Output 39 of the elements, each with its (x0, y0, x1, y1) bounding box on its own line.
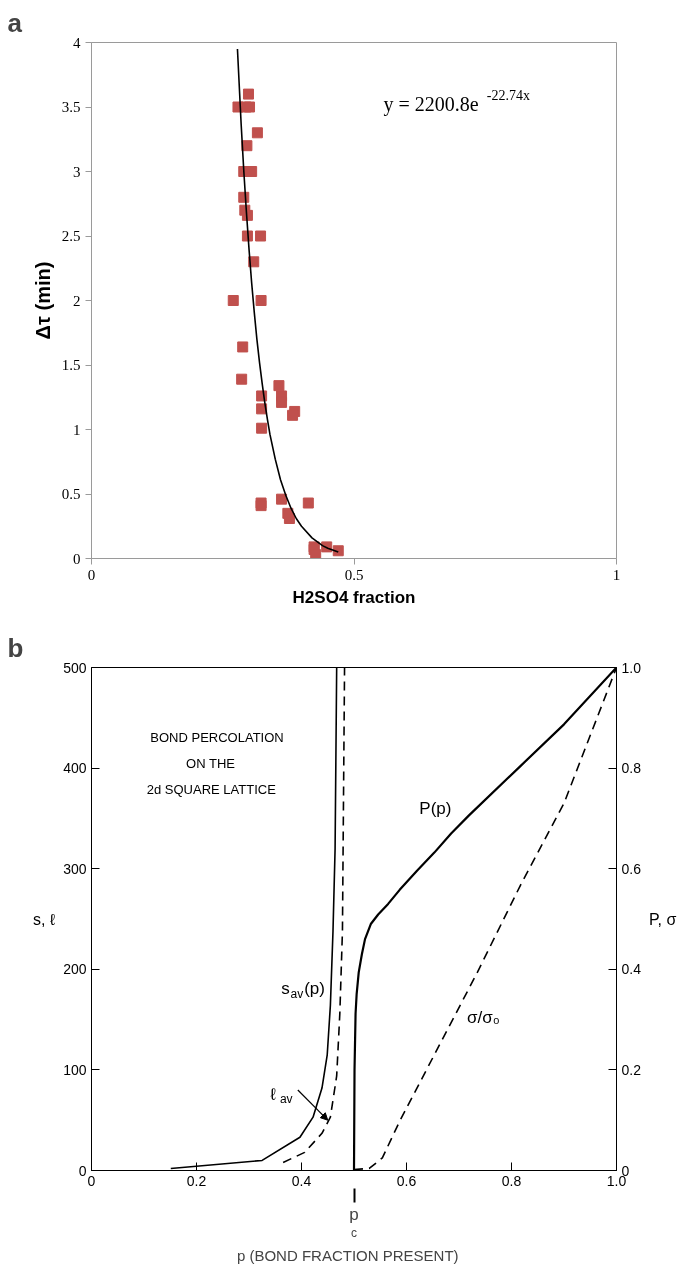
y2-tick-label: 0.2 (621, 1061, 642, 1078)
x-tick-label: 1 (612, 566, 621, 583)
annotation: 2d SQUARE LATTICE (146, 781, 277, 797)
y2-tick-label: 0.4 (621, 961, 642, 978)
y2-tick-label: 1.0 (621, 659, 642, 676)
x-tick-label: 0.6 (396, 1172, 417, 1189)
y-tick-label: 2 (73, 292, 81, 309)
y-tick-label: 100 (63, 1061, 87, 1078)
y-tick-label: 300 (63, 860, 87, 877)
text: pc (349, 1204, 359, 1240)
annotation: ON THE (186, 755, 236, 771)
x-axis-title: H2SO4 fraction (292, 587, 416, 607)
y2-tick-label: 0.8 (621, 760, 642, 777)
x-tick-label: 0.8 (501, 1172, 522, 1189)
y-tick-label: 3.5 (61, 99, 81, 115)
y-tick-label: 0.5 (61, 486, 81, 502)
y-tick-label: 200 (63, 961, 87, 978)
annotation: y = 2200.8e-22.74x (383, 87, 530, 117)
y-tick-label: 1 (73, 421, 81, 438)
y-axis-title: s, ℓ (33, 910, 56, 928)
annotation: σ/σ₀ (467, 1008, 500, 1028)
x-tick-label: 0.5 (344, 566, 364, 583)
y-tick-label: 1.5 (61, 357, 81, 373)
x-tick-label: 0.2 (186, 1172, 207, 1189)
y2-tick-label: 0.6 (621, 860, 642, 877)
y-tick-label: 500 (63, 659, 87, 676)
annotation: BOND PERCOLATION (150, 730, 284, 746)
y2-axis-title: P, σ (648, 910, 677, 928)
y-tick-label: 0 (73, 550, 81, 567)
text: a (7, 7, 23, 38)
y-tick-label: 2.5 (61, 228, 81, 244)
x-tick-label: 0.4 (291, 1172, 312, 1189)
x-axis-title: p (BOND FRACTION PRESENT) (236, 1246, 459, 1264)
annotation: P(p) (419, 798, 452, 818)
y-tick-label: 3 (73, 163, 81, 180)
y-tick-label: 4 (73, 34, 81, 51)
y-tick-label: 400 (63, 760, 87, 777)
text: b (7, 632, 24, 663)
y-axis-title: Δτ (min) (31, 261, 54, 340)
